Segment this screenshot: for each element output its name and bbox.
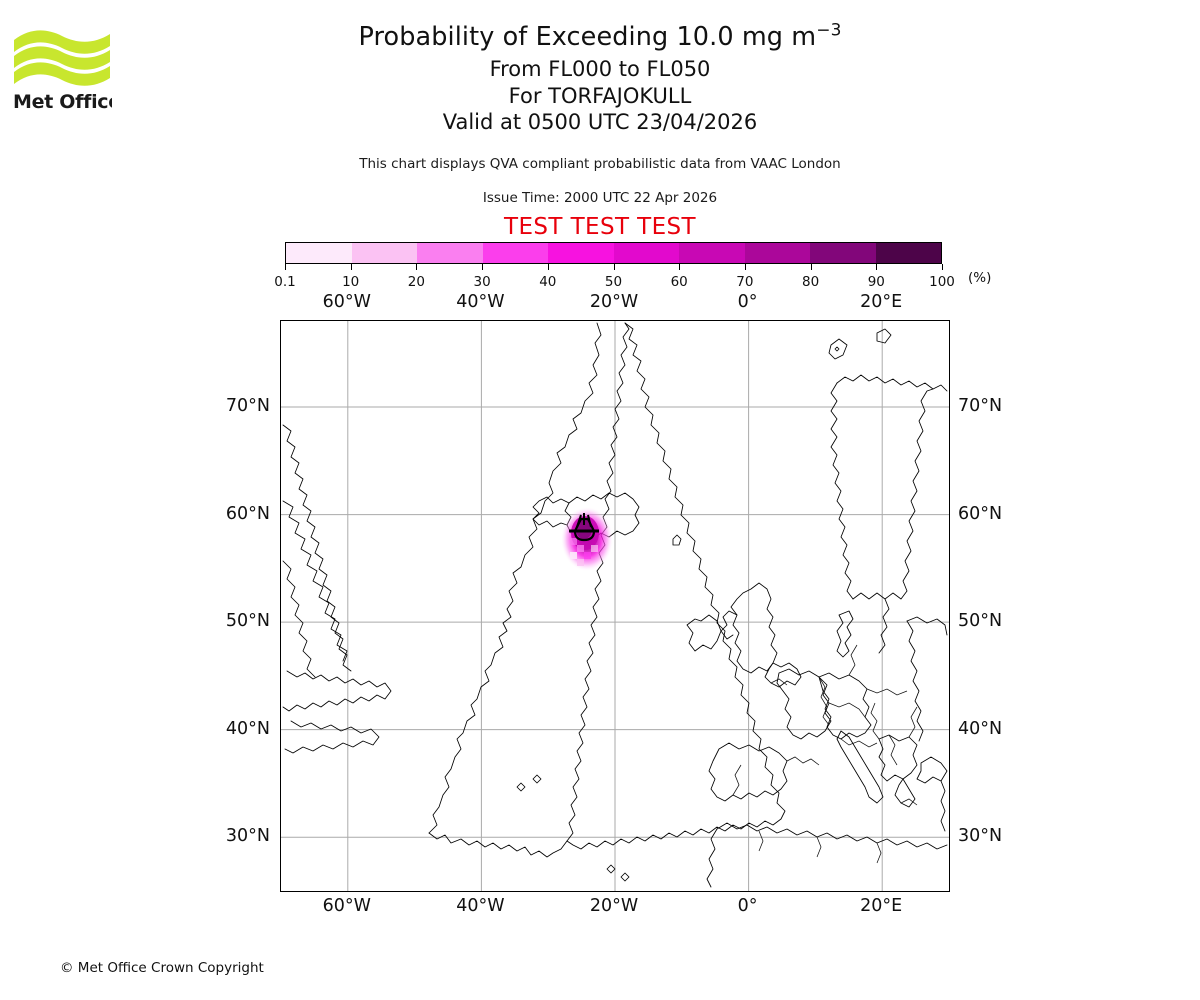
colorbar-band-2 xyxy=(417,243,483,263)
colorbar-tick-8 xyxy=(810,264,812,270)
copyright-footer: © Met Office Crown Copyright xyxy=(60,960,264,976)
colorbar-tick-label-1: 10 xyxy=(342,274,360,290)
colorbar-unit-label: (%) xyxy=(968,270,992,286)
colorbar-tick-5 xyxy=(613,264,615,270)
colorbar-tick-labels: 0.1 10 20 30 40 50 60 70 80 90 100 xyxy=(274,274,955,294)
colorbar-gradient xyxy=(285,242,942,264)
colorbar-tick-10 xyxy=(942,264,943,270)
colorbar-tick-1 xyxy=(350,264,352,270)
lat-label-right-4: 30°N xyxy=(958,826,1003,847)
lon-label-bottom-0: 60°W xyxy=(322,896,371,916)
qva-note: This chart displays QVA compliant probab… xyxy=(359,156,841,172)
colorbar-tick-label-5: 50 xyxy=(604,274,623,290)
subtitle-flight-levels: From FL000 to FL050 xyxy=(489,57,711,81)
colorbar-ticks xyxy=(285,264,943,274)
lon-label-bottom-2: 20°W xyxy=(589,896,639,916)
logo-text: Met Office xyxy=(13,91,112,113)
colorbar-tick-label-10: 100 xyxy=(929,274,955,290)
colorbar-tick-label-8: 80 xyxy=(802,274,820,290)
lat-label-left-3: 40°N xyxy=(225,718,270,739)
lat-label-right-1: 60°N xyxy=(958,503,1003,524)
lat-label-right-2: 50°N xyxy=(958,611,1003,632)
colorbar-band-9 xyxy=(875,243,941,263)
lat-label-right-3: 40°N xyxy=(958,718,1003,739)
colorbar-band-0 xyxy=(286,243,352,263)
test-banner: TEST TEST TEST xyxy=(504,214,696,240)
lon-label-bottom-1: 40°W xyxy=(456,896,505,916)
main-title-exponent: −3 xyxy=(816,20,842,41)
map-plot-area[interactable] xyxy=(280,320,950,892)
map-canvas xyxy=(281,321,949,891)
met-office-logo-graphic: Met Office xyxy=(13,30,112,113)
colorbar-tick-label-7: 70 xyxy=(736,274,754,290)
chart-title-block: Probability of Exceeding 10.0 mg m−3 Fro… xyxy=(0,22,1200,136)
colorbar-tick-7 xyxy=(744,264,746,270)
logo-wave-icon xyxy=(14,30,110,86)
lon-label-bottom-3: 0° xyxy=(737,896,758,916)
lon-label-top-3: 0° xyxy=(737,292,758,312)
colorbar-tick-label-3: 30 xyxy=(473,274,491,290)
lon-label-top-2: 20°W xyxy=(589,292,639,312)
colorbar-tick-3 xyxy=(482,264,484,270)
colorbar-band-8 xyxy=(810,243,876,263)
colorbar-band-1 xyxy=(351,243,417,263)
colorbar-tick-4 xyxy=(547,264,549,270)
map-country-borders xyxy=(732,644,918,864)
colorbar-tick-label-6: 60 xyxy=(670,274,688,290)
lon-label-top-4: 20°E xyxy=(860,292,903,312)
lat-label-left-1: 60°N xyxy=(225,503,270,524)
colorbar-tick-6 xyxy=(679,264,681,270)
map-gridlines xyxy=(281,321,949,891)
colorbar-tick-0 xyxy=(285,264,286,270)
volcano-source-marker xyxy=(569,513,599,542)
met-office-logo: Met Office xyxy=(12,24,112,114)
colorbar-band-6 xyxy=(679,243,745,263)
colorbar-tick-label-9: 90 xyxy=(867,274,885,290)
colorbar-tick-label-4: 40 xyxy=(539,274,557,290)
subtitle-valid-at: Valid at 0500 UTC 23/04/2026 xyxy=(442,110,758,134)
lon-label-top-1: 40°W xyxy=(456,292,505,312)
colorbar-tick-label-2: 20 xyxy=(407,274,425,290)
lon-label-top-0: 60°W xyxy=(322,292,371,312)
lat-label-left-4: 30°N xyxy=(225,826,270,847)
lat-label-left-0: 70°N xyxy=(225,396,270,417)
map-coastlines xyxy=(282,322,948,888)
issue-time: Issue Time: 2000 UTC 22 Apr 2026 xyxy=(482,190,718,206)
colorbar-tick-label-0: 0.1 xyxy=(274,274,296,290)
lat-label-left-2: 50°N xyxy=(225,611,270,632)
lon-label-bottom-4: 20°E xyxy=(860,896,903,916)
colorbar-tick-2 xyxy=(416,264,418,270)
colorbar: 0.1 10 20 30 40 50 60 70 80 90 100 xyxy=(274,242,955,294)
main-title-text: Probability of Exceeding 10.0 mg m xyxy=(358,22,817,52)
colorbar-band-4 xyxy=(548,243,614,263)
colorbar-band-3 xyxy=(482,243,548,263)
colorbar-tick-9 xyxy=(876,264,878,270)
lat-label-right-0: 70°N xyxy=(958,396,1003,417)
subtitle-volcano: For TORFAJOKULL xyxy=(508,83,692,108)
colorbar-band-5 xyxy=(613,243,679,263)
colorbar-band-7 xyxy=(744,243,810,263)
page-title: Probability of Exceeding 10.0 mg m−3 xyxy=(0,22,1200,52)
